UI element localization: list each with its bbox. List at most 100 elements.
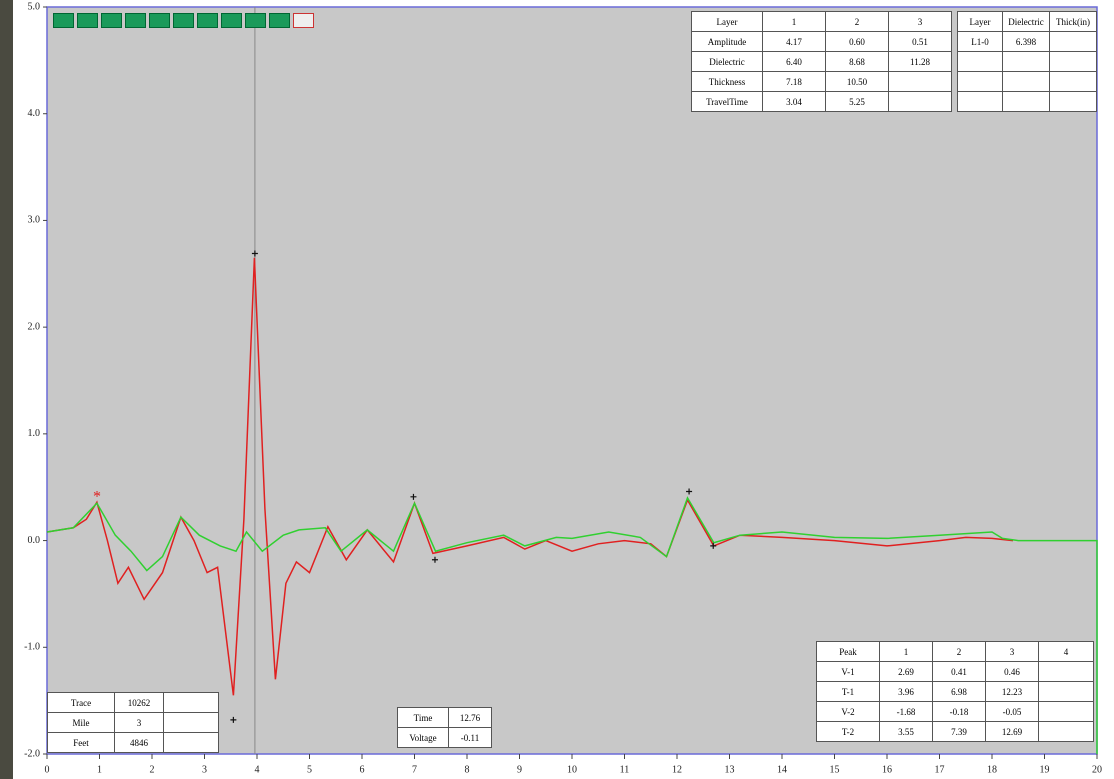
table-cell bbox=[163, 732, 219, 753]
y-tick-label: -2.0 bbox=[24, 748, 40, 759]
table-row bbox=[957, 91, 1097, 112]
tool-button[interactable] bbox=[269, 13, 290, 28]
table-cell: 12.76 bbox=[448, 707, 492, 728]
table-cell: 0.46 bbox=[985, 661, 1039, 682]
x-tick-label: 17 bbox=[935, 764, 945, 775]
table-cell bbox=[888, 71, 952, 92]
table-cell: 1 bbox=[762, 11, 826, 32]
table-cell: 3.96 bbox=[879, 681, 933, 702]
table-cell: Trace bbox=[47, 692, 115, 713]
tool-button[interactable] bbox=[101, 13, 122, 28]
table-cell bbox=[1049, 91, 1097, 112]
table-row: V-2 -1.68 -0.18 -0.05 bbox=[816, 701, 1094, 722]
table-cell: 3 bbox=[985, 641, 1039, 662]
table-cell: 6.398 bbox=[1002, 31, 1050, 52]
x-tick-label: 4 bbox=[255, 764, 260, 775]
table-cell: Time bbox=[397, 707, 449, 728]
table-cell: T-1 bbox=[816, 681, 880, 702]
tool-button[interactable] bbox=[125, 13, 146, 28]
y-tick-label: 2.0 bbox=[28, 321, 41, 332]
x-tick-label: 5 bbox=[307, 764, 312, 775]
x-tick-label: 11 bbox=[620, 764, 630, 775]
x-tick-label: 10 bbox=[567, 764, 577, 775]
tool-button[interactable] bbox=[77, 13, 98, 28]
table-cell bbox=[957, 91, 1003, 112]
table-cell: Amplitude bbox=[691, 31, 763, 52]
y-tick-label: 3.0 bbox=[28, 215, 41, 226]
table-cell: 12.69 bbox=[985, 721, 1039, 742]
table-cell bbox=[163, 712, 219, 733]
table-cell: Layer bbox=[957, 11, 1003, 32]
table-row: T-1 3.96 6.98 12.23 bbox=[816, 681, 1094, 702]
table-cell: -0.11 bbox=[448, 727, 492, 748]
x-tick-label: 15 bbox=[830, 764, 840, 775]
y-tick-label: 5.0 bbox=[28, 1, 41, 12]
table-cell: Thickness bbox=[691, 71, 763, 92]
table-cell: Layer bbox=[691, 11, 763, 32]
x-tick-label: 19 bbox=[1040, 764, 1050, 775]
table-cell: V-1 bbox=[816, 661, 880, 682]
photo-edge bbox=[0, 0, 13, 779]
plot-area bbox=[46, 6, 1098, 755]
table-cell bbox=[1038, 701, 1094, 722]
tool-button[interactable] bbox=[53, 13, 74, 28]
table-cell bbox=[1038, 681, 1094, 702]
table-row: L1-0 6.398 bbox=[957, 31, 1097, 52]
table-cell: 2 bbox=[825, 11, 889, 32]
table-cell bbox=[1049, 31, 1097, 52]
x-tick-label: 13 bbox=[725, 764, 735, 775]
tool-button[interactable] bbox=[173, 13, 194, 28]
table-cell bbox=[1038, 721, 1094, 742]
x-tick-label: 1 bbox=[97, 764, 102, 775]
table-row: V-1 2.69 0.41 0.46 bbox=[816, 661, 1094, 682]
table-cell: 2.69 bbox=[879, 661, 933, 682]
tool-button[interactable] bbox=[221, 13, 242, 28]
table-cell: Dielectric bbox=[1002, 11, 1050, 32]
table-cell: 7.39 bbox=[932, 721, 986, 742]
x-tick-label: 9 bbox=[517, 764, 522, 775]
tool-button[interactable] bbox=[197, 13, 218, 28]
table-cell: 0.41 bbox=[932, 661, 986, 682]
x-tick-label: 3 bbox=[202, 764, 207, 775]
table-cell bbox=[888, 91, 952, 112]
peak-marker bbox=[251, 250, 258, 257]
table-cell: Feet bbox=[47, 732, 115, 753]
table-cell bbox=[163, 692, 219, 713]
tool-button[interactable] bbox=[293, 13, 314, 28]
layer-table: Layer 1 2 3 Amplitude 4.17 0.60 0.51 Dielectric 6… bbox=[691, 11, 952, 112]
x-tick-label: 2 bbox=[150, 764, 155, 775]
table-cell bbox=[1002, 51, 1050, 72]
tool-button[interactable] bbox=[245, 13, 266, 28]
x-tick-label: 18 bbox=[987, 764, 997, 775]
peak-marker bbox=[230, 716, 237, 723]
table-cell: -1.68 bbox=[879, 701, 933, 722]
table-row: Voltage -0.11 bbox=[397, 727, 492, 748]
table-row: Amplitude 4.17 0.60 0.51 bbox=[691, 31, 952, 52]
toolbar bbox=[53, 13, 314, 28]
table-cell bbox=[1049, 51, 1097, 72]
table-cell bbox=[957, 71, 1003, 92]
table-cell: 12.23 bbox=[985, 681, 1039, 702]
x-tick-label: 8 bbox=[465, 764, 470, 775]
table-row: Dielectric 6.40 8.68 11.28 bbox=[691, 51, 952, 72]
peak-marker bbox=[710, 542, 717, 549]
table-cell: 0.60 bbox=[825, 31, 889, 52]
table-cell: 10.50 bbox=[825, 71, 889, 92]
x-tick-label: 6 bbox=[360, 764, 365, 775]
table-cell: Thick(in) bbox=[1049, 11, 1097, 32]
peak-marker bbox=[410, 493, 417, 500]
table-row: Thickness 7.18 10.50 bbox=[691, 71, 952, 92]
tool-button[interactable] bbox=[149, 13, 170, 28]
table-cell: 4846 bbox=[114, 732, 164, 753]
table-cell: -0.05 bbox=[985, 701, 1039, 722]
table-cell: 10262 bbox=[114, 692, 164, 713]
table-cell: -0.18 bbox=[932, 701, 986, 722]
table-row: TravelTime 3.04 5.25 bbox=[691, 91, 952, 112]
x-tick-label: 14 bbox=[777, 764, 787, 775]
table-row: Feet 4846 bbox=[47, 732, 219, 753]
table-cell: 3.04 bbox=[762, 91, 826, 112]
peak-table: Peak 1 2 3 4 V-1 2.69 0.41 0.46 T-1 3.96 6.98 12.23 V… bbox=[816, 641, 1094, 742]
table-cell bbox=[1049, 71, 1097, 92]
table-cell: 5.25 bbox=[825, 91, 889, 112]
